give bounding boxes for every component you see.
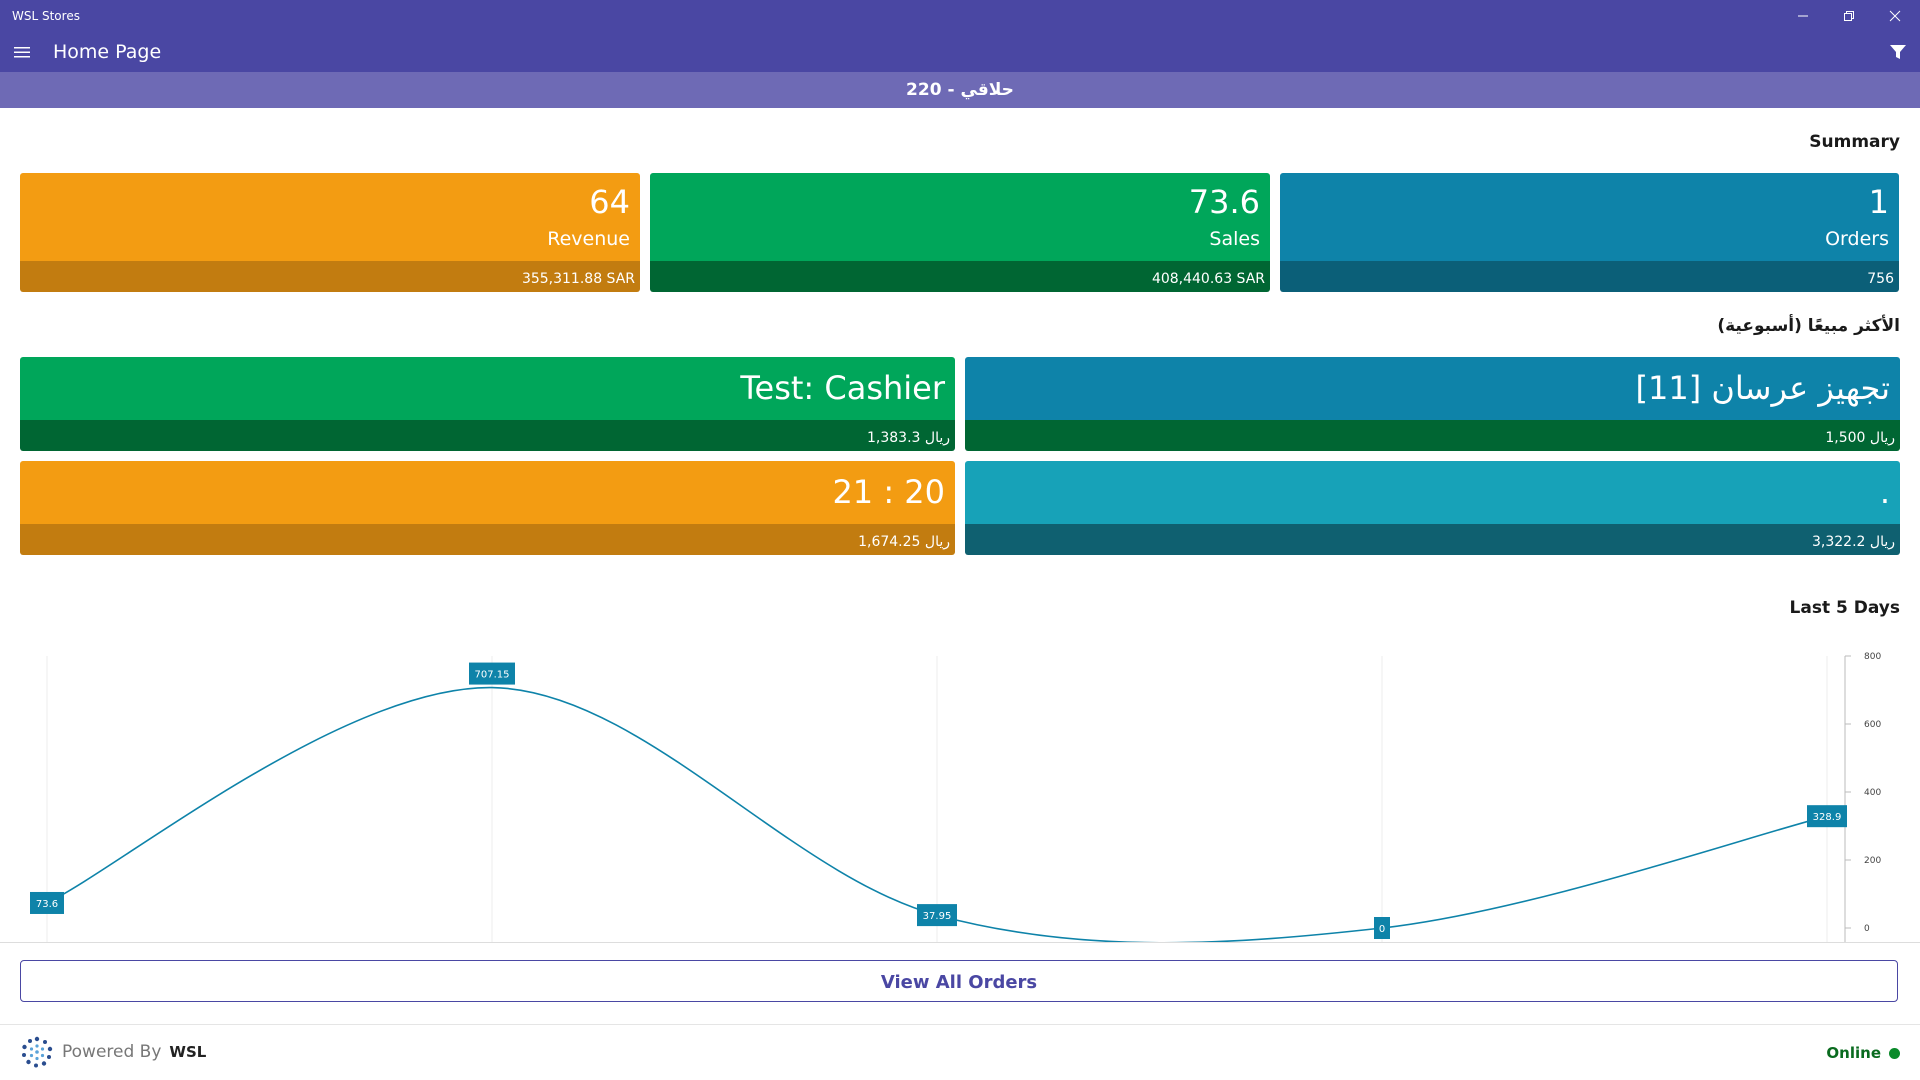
chart-y-tick-label: 0 xyxy=(1864,924,1870,934)
connection-status: Online xyxy=(1826,1044,1900,1062)
best-seller-card[interactable]: . 3,322.2 ريال xyxy=(965,461,1900,555)
view-all-orders-button[interactable]: View All Orders xyxy=(20,960,1898,1002)
chart-y-tick-label: 600 xyxy=(1864,720,1881,730)
filter-button[interactable] xyxy=(1886,40,1910,64)
chart-data-label: 707.15 xyxy=(475,670,510,681)
footer-divider xyxy=(0,1024,1920,1025)
line-chart: 0 200 400 600 800 73.6 707.15 37.95 0 328.9 xyxy=(30,652,1881,942)
best-seller-card-footer: 1,500 ريال xyxy=(965,420,1900,451)
page-title: Home Page xyxy=(53,41,162,63)
best-seller-card-footer: 1,383.3 ريال xyxy=(20,420,955,451)
best-seller-name: [11] تجهيز عرسان xyxy=(1635,369,1890,407)
status-label: Online xyxy=(1826,1044,1881,1062)
status-dot-icon xyxy=(1889,1047,1900,1059)
best-seller-card[interactable]: Test: Cashier 1,383.3 ريال xyxy=(20,357,955,451)
orders-value: 1 xyxy=(1868,183,1889,221)
sales-label: Sales xyxy=(1209,228,1260,250)
best-seller-card-body: Test: Cashier xyxy=(20,357,955,420)
best-seller-name: . xyxy=(1879,473,1890,511)
chart-data-label-box xyxy=(917,904,957,927)
best-seller-card-body: 21 : 20 xyxy=(20,461,955,524)
sales-total: 408,440.63 SAR xyxy=(1151,271,1265,287)
orders-total: 756 xyxy=(1867,271,1894,287)
best-seller-amount: 1,500 ريال xyxy=(1825,430,1895,446)
best-seller-name: Test: Cashier xyxy=(740,369,945,407)
chart-data-label-box xyxy=(1807,805,1847,828)
best-seller-amount: 1,383.3 ريال xyxy=(867,430,950,446)
store-name-bar: 220 - حلاقي xyxy=(0,72,1920,108)
restore-button[interactable] xyxy=(1826,4,1872,28)
best-seller-card-footer: 1,674.25 ريال xyxy=(20,524,955,555)
chart-data-label-box xyxy=(1374,917,1390,939)
sales-card-body: 73.6 Sales xyxy=(650,173,1270,261)
wsl-logo-icon xyxy=(22,1036,53,1068)
close-icon xyxy=(1889,10,1901,22)
orders-label: Orders xyxy=(1825,228,1889,250)
app-title: WSL Stores xyxy=(12,9,80,23)
orders-card-body: 1 Orders xyxy=(1280,173,1899,261)
hamburger-menu-button[interactable] xyxy=(10,40,34,64)
best-seller-amount: 3,322.2 ريال xyxy=(1812,534,1895,550)
best-seller-card-body: [11] تجهيز عرسان xyxy=(965,357,1900,420)
hamburger-icon xyxy=(14,47,30,58)
best-seller-amount: 1,674.25 ريال xyxy=(858,534,950,550)
revenue-value: 64 xyxy=(589,183,630,221)
best-seller-card[interactable]: 21 : 20 1,674.25 ريال xyxy=(20,461,955,555)
chart-data-label-box xyxy=(469,662,515,685)
revenue-card: 64 Revenue 355,311.88 SAR xyxy=(20,173,640,292)
minimize-icon xyxy=(1798,15,1808,17)
orders-card-footer: 756 xyxy=(1280,261,1899,292)
best-seller-card-body: . xyxy=(965,461,1900,524)
sales-card: 73.6 Sales 408,440.63 SAR xyxy=(650,173,1270,292)
window-titlebar: WSL Stores xyxy=(0,0,1920,32)
revenue-total: 355,311.88 SAR xyxy=(521,271,635,287)
close-button[interactable] xyxy=(1872,4,1918,28)
best-seller-card-footer: 3,322.2 ريال xyxy=(965,524,1900,555)
best-sellers-title: الأكثر مبيعًا (أسبوعية) xyxy=(1717,316,1900,336)
chart-data-label: 73.6 xyxy=(36,899,58,910)
minimize-button[interactable] xyxy=(1780,4,1826,28)
filter-icon xyxy=(1890,45,1906,59)
powered-by-brand: WSL xyxy=(169,1043,207,1061)
chart-title: Last 5 Days xyxy=(1789,598,1900,618)
chart-data-label: 328.9 xyxy=(1813,812,1842,823)
chart-y-tick-label: 200 xyxy=(1864,856,1881,866)
chart-data-label: 0 xyxy=(1379,924,1385,935)
chart-y-tick-label: 400 xyxy=(1864,788,1881,798)
chart-y-tick-label: 800 xyxy=(1864,652,1881,662)
sales-value: 73.6 xyxy=(1188,183,1260,221)
chart-data-label-box xyxy=(30,891,64,914)
sales-card-footer: 408,440.63 SAR xyxy=(650,261,1270,292)
revenue-label: Revenue xyxy=(547,228,630,250)
restore-icon xyxy=(1844,11,1854,21)
revenue-card-body: 64 Revenue xyxy=(20,173,640,261)
best-seller-name: 21 : 20 xyxy=(832,473,945,511)
divider xyxy=(0,942,1920,943)
revenue-card-footer: 355,311.88 SAR xyxy=(20,261,640,292)
summary-title: Summary xyxy=(1809,132,1900,152)
app-header: Home Page xyxy=(0,32,1920,72)
best-seller-card[interactable]: [11] تجهيز عرسان 1,500 ريال xyxy=(965,357,1900,451)
chart-area: 0 200 400 600 800 73.6 707.15 37.95 0 328.9 xyxy=(0,640,1920,942)
powered-by-label: Powered By xyxy=(62,1042,162,1062)
chart-data-label: 37.95 xyxy=(923,911,952,922)
orders-card: 1 Orders 756 xyxy=(1280,173,1899,292)
powered-by: Powered By WSL xyxy=(20,1036,206,1068)
